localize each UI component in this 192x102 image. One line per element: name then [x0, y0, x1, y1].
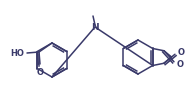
Text: O: O [178, 48, 185, 57]
Text: HO: HO [10, 48, 24, 58]
Text: O: O [177, 60, 184, 69]
Text: N: N [91, 23, 99, 33]
Text: O: O [36, 68, 44, 77]
